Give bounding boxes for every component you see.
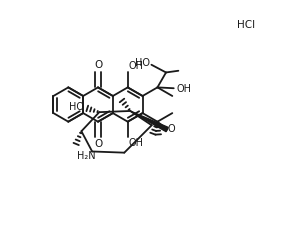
Text: OH: OH [129, 61, 144, 71]
Text: O: O [94, 60, 102, 70]
Text: OH: OH [129, 138, 144, 148]
Text: HO: HO [69, 102, 84, 112]
Text: OH: OH [176, 84, 191, 94]
Text: H₂N: H₂N [77, 151, 96, 161]
Polygon shape [130, 111, 168, 132]
Text: O: O [94, 139, 102, 149]
Text: O: O [168, 124, 175, 134]
Text: HCl: HCl [237, 20, 256, 30]
Text: HO: HO [135, 58, 150, 68]
